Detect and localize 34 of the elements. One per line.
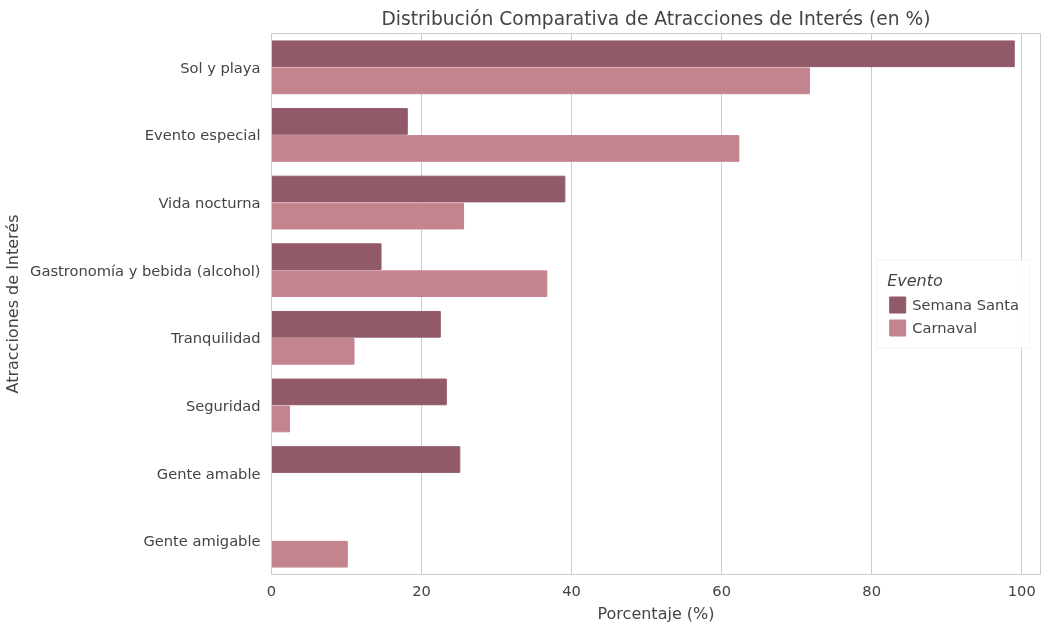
chart-title: Distribución Comparativa de Atracciones de Interés (en %) [381,7,931,29]
bar [271,310,441,338]
y-tick-label: Gente amable [156,464,261,482]
bar [271,202,465,230]
y-tick-label: Evento especial [144,126,261,144]
legend-title: Evento [887,270,944,289]
y-tick-label: Gastronomía y bebida (alcohol) [30,261,261,279]
x-tick-label: 100 [1007,581,1036,599]
x-tick-label: 60 [712,581,731,599]
y-axis-title: Atracciones de Interés [3,214,23,394]
bar [271,108,408,135]
bar [271,40,1015,68]
y-tick-label: Vida nocturna [158,194,261,212]
bar [271,337,355,365]
bar [271,405,291,433]
x-axis-title: Porcentaje (%) [597,603,715,623]
bar [271,378,447,406]
legend-label: Carnaval [912,318,978,336]
y-tick-label: Gente amigable [143,532,261,550]
y-tick-label: Seguridad [185,396,261,414]
x-tick-label: 40 [562,581,581,599]
bar [271,243,382,271]
x-tick-label: 20 [412,581,431,599]
bar [271,540,348,568]
bar [271,270,548,298]
bar [271,175,566,203]
y-tick-label: Sol y playa [180,58,261,76]
legend-label: Semana Santa [912,295,1019,313]
y-tick-label: Tranquilidad [170,329,261,347]
bar [271,135,740,162]
bar [271,67,810,95]
x-tick-label: 80 [862,581,882,599]
x-tick-label: 0 [266,581,277,599]
bar [271,446,461,473]
